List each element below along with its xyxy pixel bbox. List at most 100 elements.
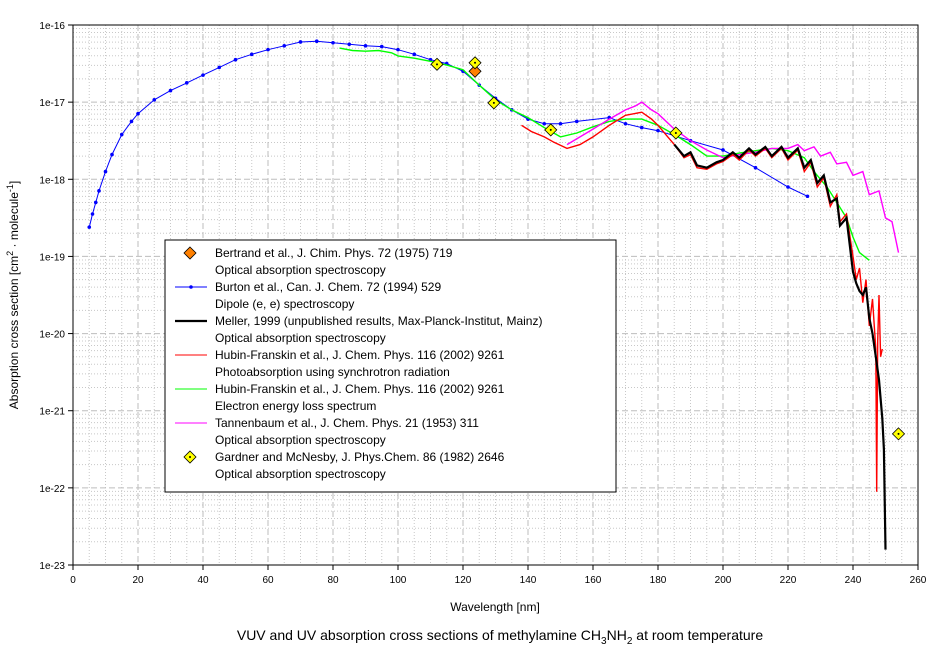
data-point (331, 40, 335, 45)
data-point (184, 81, 189, 85)
series-5 (566, 101, 900, 253)
data-point (347, 42, 352, 47)
data-point (282, 44, 287, 48)
legend-description: Optical absorption spectroscopy (215, 467, 386, 481)
data-point (152, 98, 157, 102)
legend-entry: Tannenbaum et al., J. Chem. Phys. 21 (19… (175, 416, 479, 447)
data-point-diamond-dot (674, 132, 677, 134)
legend-description: Photoabsorption using synchrotron radiat… (215, 365, 450, 379)
y-tick-label: 1e-20 (39, 330, 65, 341)
x-axis-label: Wavelength [nm] (450, 600, 540, 614)
data-point-diamond-dot (436, 63, 438, 66)
data-point (314, 39, 319, 43)
data-point (542, 121, 547, 126)
y-tick-label: 1e-22 (39, 484, 65, 495)
legend-description: Optical absorption spectroscopy (215, 331, 386, 345)
y-tick-label: 1e-16 (39, 21, 65, 32)
data-point (574, 119, 579, 124)
data-point (136, 111, 140, 116)
y-tick-label: 1e-17 (39, 98, 65, 109)
legend-label: Gardner and McNesby, J. Phys.Chem. 86 (1… (215, 450, 505, 464)
legend-entry: Hubin-Franskin et al., J. Chem. Phys. 11… (175, 348, 505, 379)
data-point (201, 73, 205, 77)
x-tick-label: 100 (390, 575, 407, 586)
data-point (721, 148, 725, 152)
legend-entry: Burton et al., Can. J. Chem. 72 (1994) 5… (175, 280, 441, 311)
y-axis-label: Absorption cross section [cm2 · molecule… (5, 181, 21, 409)
data-point (233, 57, 238, 62)
x-tick-label: 140 (520, 575, 537, 586)
x-tick-label: 40 (197, 575, 209, 586)
series-1 (87, 39, 810, 229)
x-tick-label: 20 (132, 575, 144, 586)
data-point (379, 44, 384, 49)
x-tick-label: 80 (327, 575, 339, 586)
legend-entry: Hubin-Franskin et al., J. Chem. Phys. 11… (175, 382, 505, 413)
series-2 (673, 143, 887, 550)
legend-dot (189, 285, 193, 289)
legend-marker-dot (189, 456, 191, 458)
x-tick-label: 260 (910, 575, 927, 586)
data-point (217, 65, 222, 70)
data-point-diamond-dot (474, 61, 477, 64)
data-point (786, 185, 790, 189)
legend-entry: Meller, 1999 (unpublished results, Max-P… (175, 314, 542, 345)
data-point (558, 121, 563, 126)
data-point (363, 44, 368, 48)
axis-ticks: 0 20 40 60 80 100 120 140 160 180 200 220 240 260 1e-1… (39, 21, 926, 586)
series-4 (339, 47, 870, 261)
y-tick-label: 1e-18 (39, 175, 65, 186)
data-point (93, 200, 98, 205)
data-point (249, 52, 254, 57)
y-tick-label: 1e-23 (39, 561, 65, 572)
legend-entry: Bertrand et al., J. Chim. Phys. 72 (1975… (183, 246, 453, 277)
data-point (90, 212, 95, 216)
legend-label: Meller, 1999 (unpublished results, Max-P… (215, 314, 542, 328)
data-point (623, 121, 628, 126)
legend-label: Hubin-Franskin et al., J. Chem. Phys. 11… (215, 348, 505, 362)
series-line (339, 47, 870, 261)
x-tick-label: 220 (780, 575, 797, 586)
series-6 (430, 56, 906, 441)
series-line (673, 143, 887, 550)
legend-description: Optical absorption spectroscopy (215, 433, 386, 447)
data-point (97, 189, 101, 193)
data-point (396, 47, 400, 52)
data-point (656, 128, 660, 133)
data-point-diamond-dot (897, 432, 900, 435)
series-layer (87, 39, 906, 550)
data-point-diamond-dot (549, 128, 552, 131)
x-tick-label: 0 (70, 575, 76, 586)
data-point (129, 119, 134, 124)
data-point (87, 225, 92, 229)
plot-frame (72, 24, 919, 566)
series-0 (468, 64, 482, 78)
data-point-diamond (468, 64, 482, 78)
x-tick-label: 240 (845, 575, 862, 586)
x-tick-label: 120 (455, 575, 472, 586)
legend-entry: Gardner and McNesby, J. Phys.Chem. 86 (1… (183, 450, 505, 481)
legend-label: Hubin-Franskin et al., J. Chem. Phys. 11… (215, 382, 505, 396)
data-point (639, 125, 644, 130)
x-tick-label: 200 (715, 575, 732, 586)
data-point (119, 132, 124, 137)
y-tick-label: 1e-19 (39, 252, 65, 263)
legend-marker (183, 246, 197, 260)
data-point (753, 165, 758, 170)
data-point (103, 169, 108, 174)
data-point (168, 88, 173, 93)
series-line (566, 101, 900, 253)
y-tick-label: 1e-21 (39, 407, 65, 418)
data-point (266, 47, 270, 52)
x-tick-label: 60 (262, 575, 274, 586)
data-point (110, 152, 114, 157)
legend-label: Burton et al., Can. J. Chem. 72 (1994) 5… (215, 280, 441, 294)
data-point (298, 40, 303, 44)
data-point (805, 194, 810, 199)
legend-label: Tannenbaum et al., J. Chem. Phys. 21 (19… (215, 416, 479, 430)
x-tick-label: 160 (585, 575, 602, 586)
series-line (88, 40, 808, 228)
legend-description: Dipole (e, e) spectroscopy (215, 297, 354, 311)
x-tick-label: 180 (650, 575, 667, 586)
